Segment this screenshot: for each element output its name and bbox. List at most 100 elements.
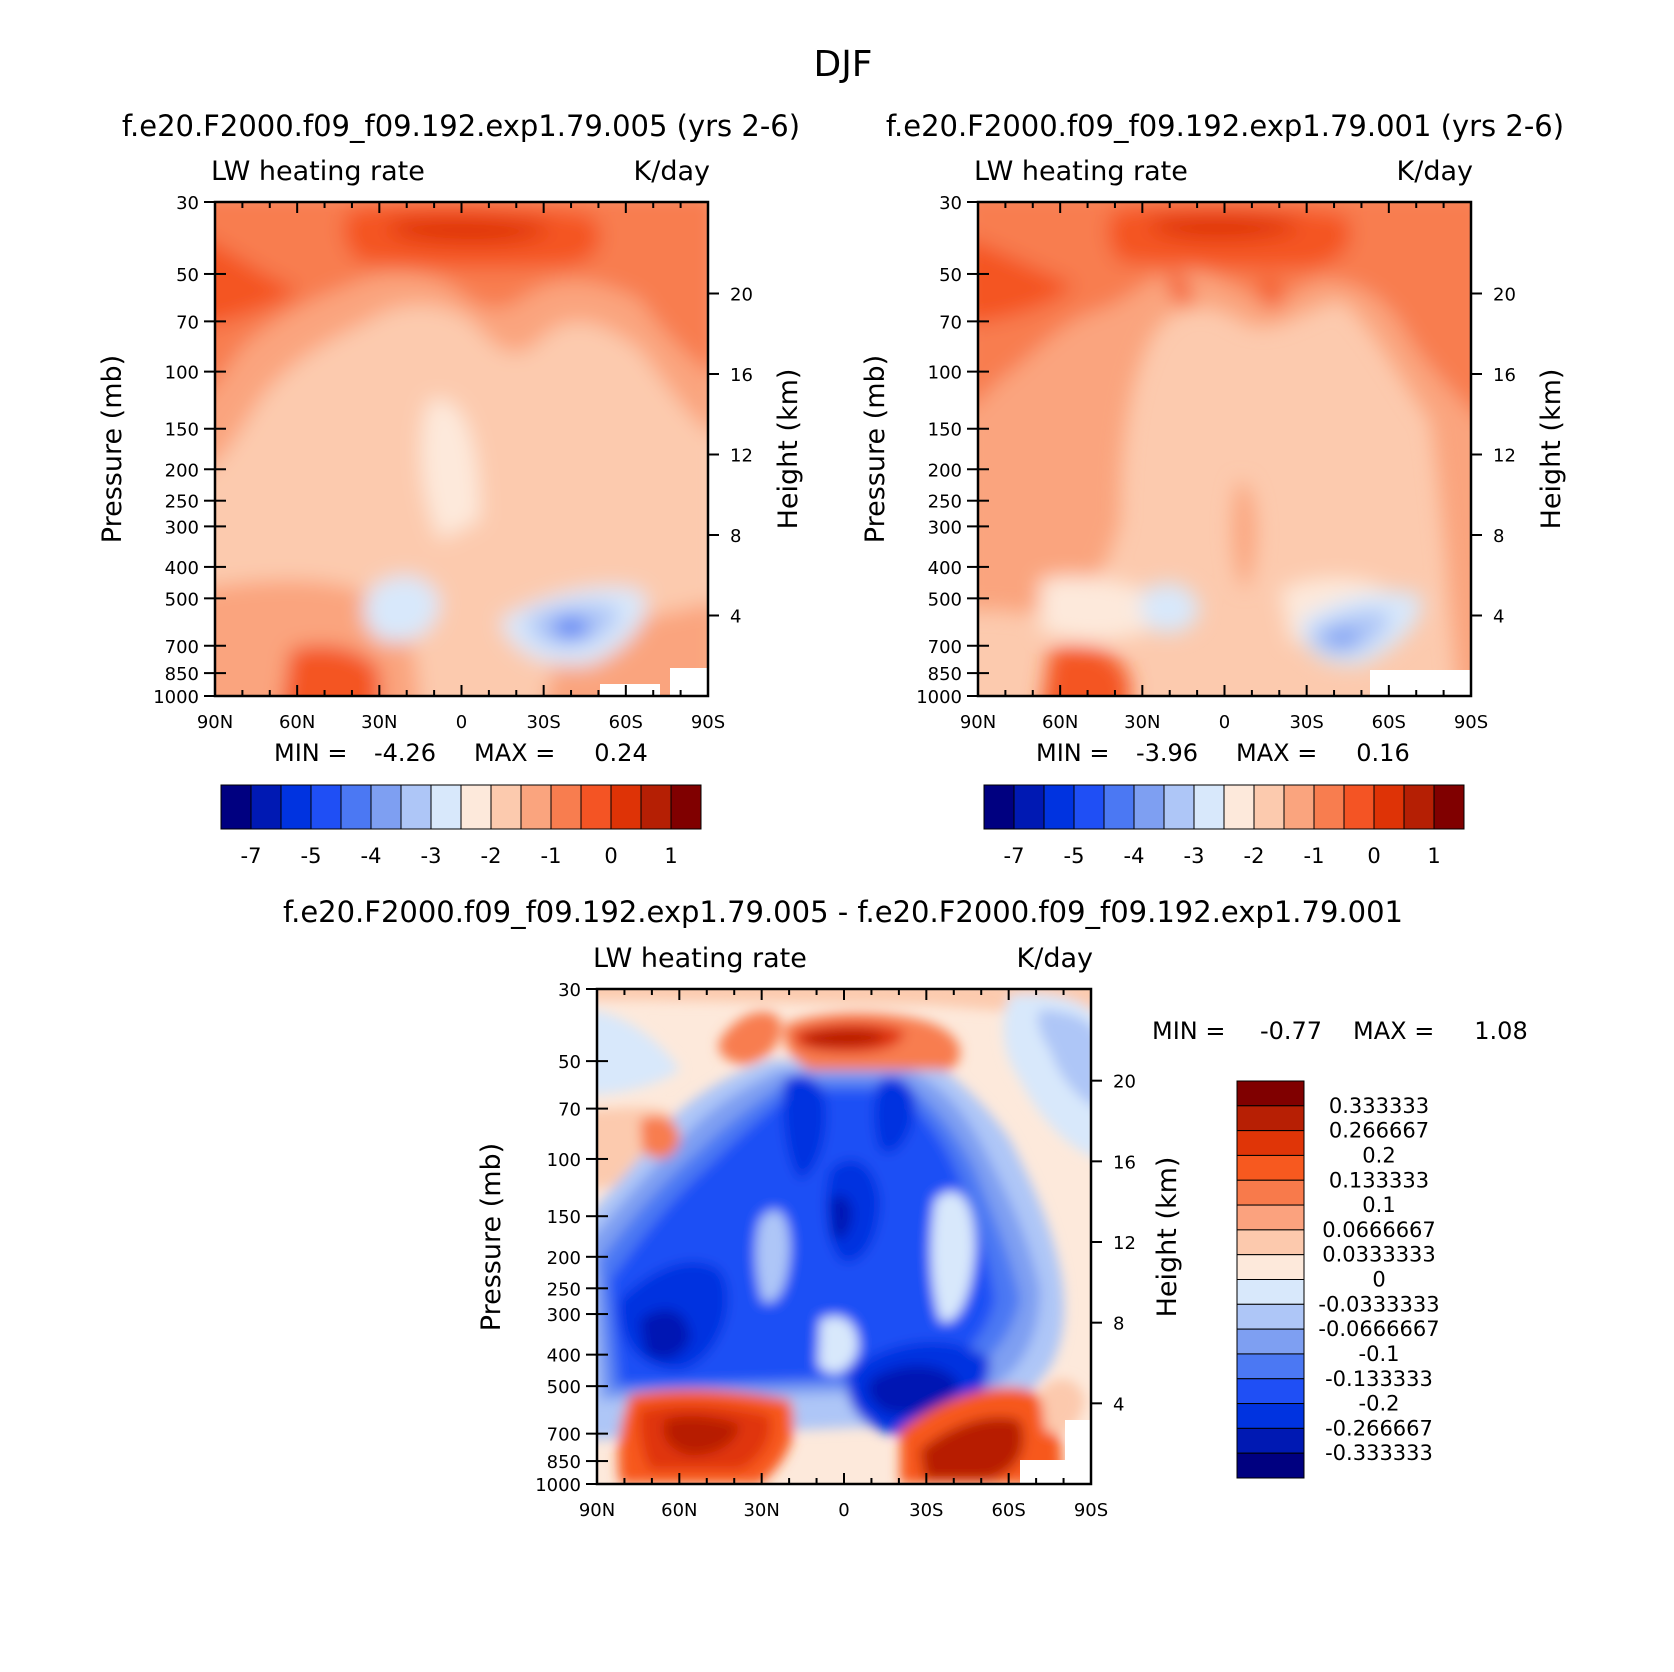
diff-colorbar-swatch <box>1236 1403 1305 1429</box>
diff-htick-label: 20 <box>1113 1072 1136 1093</box>
figure-title: DJF <box>813 44 872 85</box>
case1-colorbar-swatch <box>370 784 402 830</box>
case1-xtick-label: 0 <box>456 712 467 733</box>
diff-htick-label: 8 <box>1113 1314 1124 1335</box>
case1-colorbar-swatch <box>580 784 612 830</box>
case2-cold-4 <box>1325 628 1360 648</box>
case2-xtick-label: 60S <box>1372 712 1406 733</box>
case1-ytick-label: 300 <box>165 517 199 538</box>
case1-colorbar-label: -3 <box>421 844 442 868</box>
diff-dark-2 <box>868 1365 960 1415</box>
case2-colorbar-swatch <box>1163 784 1195 830</box>
case1-ytick-label: 400 <box>165 558 199 579</box>
case2-min-value: -3.96 <box>1136 739 1198 767</box>
diff-ytick-label: 700 <box>547 1425 581 1446</box>
panel-case1: f.e20.F2000.f09_f09.192.exp1.79.005 (yrs… <box>97 109 804 868</box>
diff-ytick-label: 850 <box>547 1452 581 1473</box>
diff-xtick-label: 30S <box>909 1500 943 1521</box>
diff-left-label: LW heating rate <box>593 943 807 974</box>
diff-colorbar-label: -0.266667 <box>1325 1416 1433 1440</box>
case2-colorbar-swatch <box>983 784 1015 830</box>
panel-diff: f.e20.F2000.f09_f09.192.exp1.79.005 - f.… <box>283 895 1528 1521</box>
diff-pale-1 <box>755 1210 790 1303</box>
case1-min-label: MIN = <box>274 739 347 767</box>
diff-cold-core-1 <box>783 1075 827 1180</box>
case1-xtick-label: 30N <box>361 712 397 733</box>
case2-xtick-label: 0 <box>1219 712 1230 733</box>
case2-left-label: LW heating rate <box>974 156 1188 187</box>
diff-xtick-label: 90N <box>579 1500 615 1521</box>
case1-layer-5c <box>283 645 380 696</box>
case1-cold-4 <box>555 618 590 638</box>
diff-colorbar-swatch <box>1236 1204 1305 1231</box>
case1-field <box>215 202 708 696</box>
case1-colorbar-label: -1 <box>541 844 562 868</box>
case2-units-label: K/day <box>1397 156 1473 187</box>
case1-layer-3c <box>546 603 708 696</box>
diff-colorbar-label: 0.0333333 <box>1322 1243 1436 1267</box>
case2-xtick-label: 90N <box>960 712 996 733</box>
diff-colorbar-label: -0.0666667 <box>1318 1317 1439 1341</box>
diff-bottom-warm-5 <box>920 1416 1024 1480</box>
case1-layer-5b <box>215 243 300 324</box>
diff-colorbar-swatch <box>1236 1328 1305 1355</box>
diff-colorbar-label: 0.133333 <box>1329 1168 1429 1192</box>
case2-colorbar-swatch <box>1253 784 1285 830</box>
case2-min-label: MIN = <box>1036 739 1109 767</box>
case2-colorbar-swatch <box>1343 784 1375 830</box>
case2-axes: 90N 60N 30N 0 30S 60S 90S 30 50 70 100 150 200 250 300… <box>916 193 1516 733</box>
diff-missing-2 <box>1065 1420 1091 1484</box>
case1-missing-2 <box>670 668 708 696</box>
diff-xtick-label: 90S <box>1074 1500 1108 1521</box>
case1-colorbar-swatch <box>400 784 432 830</box>
case1-max-value: 0.24 <box>594 739 647 767</box>
case2-layer-3b <box>1233 480 1256 590</box>
case2-missing-1 <box>1370 670 1471 696</box>
case1-colorbar-label: -5 <box>301 844 322 868</box>
case1-colorbar-swatch <box>340 784 372 830</box>
case1-ytick-label: 850 <box>165 664 199 685</box>
case2-colorbar-swatch <box>1373 784 1405 830</box>
case1-colorbar-swatch <box>490 784 522 830</box>
diff-top-warm-1 <box>718 1011 781 1065</box>
case1-htick-label: 4 <box>730 606 741 627</box>
diff-colorbar-label: 0.333333 <box>1329 1094 1429 1118</box>
diff-ytick-label: 200 <box>547 1248 581 1269</box>
case2-colorbar: -7 -5 -4 -3 -2 -1 0 1 <box>983 784 1465 868</box>
case1-htick-label: 16 <box>730 365 753 386</box>
case1-ytick-label: 50 <box>176 265 199 286</box>
diff-cold-right2 <box>1038 1010 1091 1105</box>
case2-colorbar-label: -2 <box>1244 844 1265 868</box>
case2-cold-1 <box>1140 582 1200 634</box>
case2-layer-6 <box>1149 215 1300 239</box>
case2-colorbar-swatch <box>1283 784 1315 830</box>
case2-colorbar-label: -7 <box>1004 844 1025 868</box>
case2-ytick-label: 250 <box>928 492 962 513</box>
case1-title: f.e20.F2000.f09_f09.192.exp1.79.005 (yrs… <box>122 109 800 143</box>
case2-ytick-label: 50 <box>939 265 962 286</box>
case1-axes: 90N 60N 30N 0 30S 60S 90S 30 50 70 100 150 200 250 300… <box>153 193 753 733</box>
diff-colorbar-label: 0.0666667 <box>1322 1218 1436 1242</box>
case2-ytick-label: 1000 <box>916 687 962 708</box>
diff-dark-3 <box>830 1195 852 1239</box>
case2-colorbar-swatch <box>1223 784 1255 830</box>
case1-colorbar-label: -7 <box>241 844 262 868</box>
diff-colorbar-label: 0.1 <box>1362 1193 1395 1217</box>
diff-colorbar-swatch <box>1236 1229 1305 1256</box>
case2-layer-5c <box>1168 270 1192 305</box>
case1-ytick-label: 500 <box>165 589 199 610</box>
case1-xtick-label: 90S <box>691 712 725 733</box>
diff-htick-label: 16 <box>1113 1152 1136 1173</box>
diff-colorbar-swatch <box>1236 1353 1305 1380</box>
diff-colorbar-swatch <box>1236 1452 1305 1479</box>
case2-colorbar-label: 1 <box>1427 844 1440 868</box>
case2-ylabel: Pressure (mb) <box>860 355 891 543</box>
case1-colorbar-label: -4 <box>361 844 382 868</box>
case1-layer-6 <box>389 217 550 243</box>
case1-y2label: Height (km) <box>773 369 804 530</box>
case1-ytick-label: 250 <box>165 492 199 513</box>
diff-colorbar-swatch <box>1236 1378 1305 1405</box>
diff-colorbar-label: -0.2 <box>1359 1392 1400 1416</box>
diff-colorbar-label: -0.333333 <box>1325 1441 1433 1465</box>
diff-colorbar-swatch <box>1236 1303 1305 1330</box>
